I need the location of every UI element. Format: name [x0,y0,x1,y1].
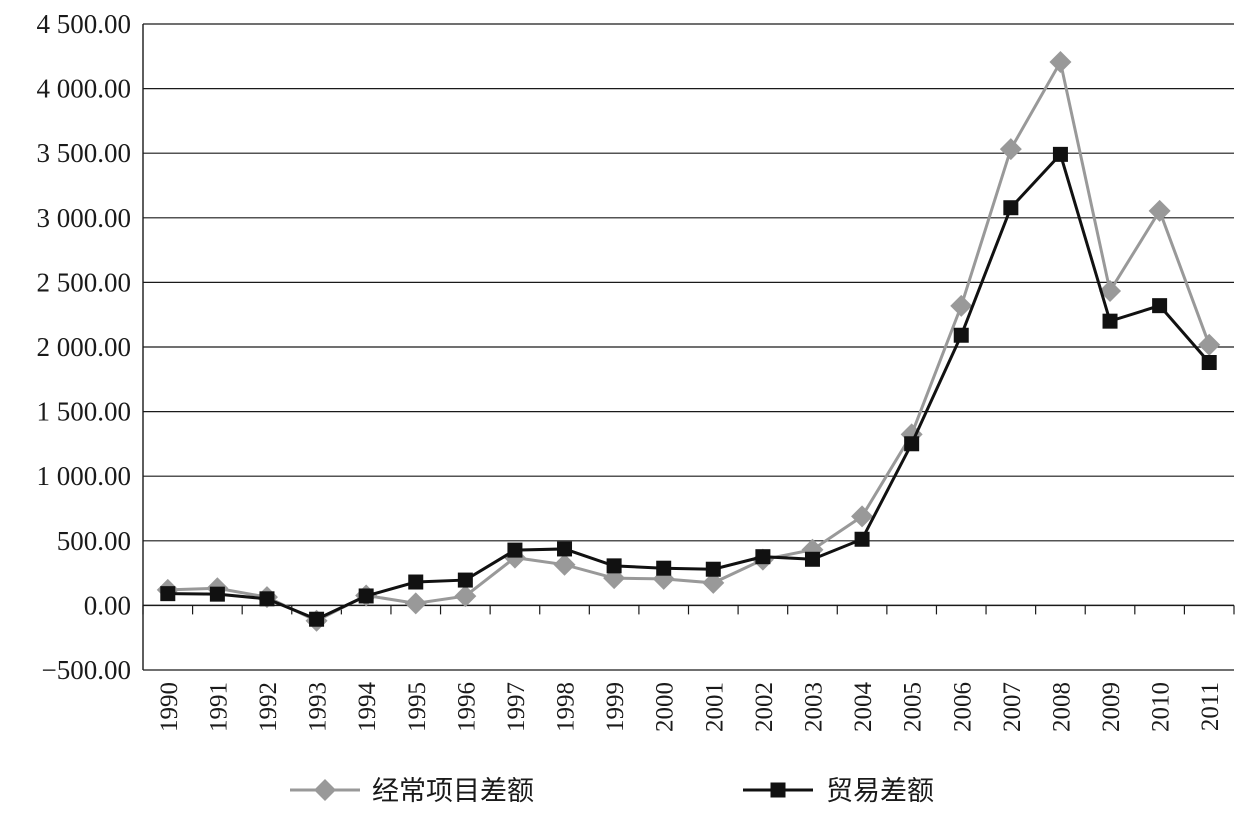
x-tick-label: 1998 [553,682,580,732]
x-tick-label: 2008 [1048,682,1075,732]
x-tick-label: 1993 [305,682,332,732]
data-point-diamond [454,585,477,608]
y-tick-label: 4 000.00 [37,74,132,104]
x-tick-label: 1999 [602,682,629,732]
data-point-square [358,588,374,604]
y-tick-label: 3 000.00 [37,203,132,233]
y-tick-label: 2 000.00 [37,332,132,362]
data-point-diamond [1099,280,1122,303]
y-axis-tick-labels: −500.00 0.00 500.00 1 000.00 1 500.00 2 000.0… [37,9,132,685]
data-point-square [755,549,771,565]
x-tick-label: 1992 [255,682,282,732]
x-tick-label: 2003 [800,682,827,732]
x-tick-label: 2007 [999,682,1026,732]
legend: 经常项目差额 贸易差额 [290,776,934,807]
legend-item: 贸易差额 [743,776,934,807]
data-point-square [1052,146,1068,162]
axes [142,24,1235,670]
y-tick-label: 500.00 [57,526,131,556]
y-tick-label: 2 500.00 [37,267,132,297]
x-tick-label: 2005 [900,682,927,732]
data-point-square [259,591,275,607]
data-point-square [309,611,325,627]
x-axis-tick-labels: 1990 1991 1992 1993 1994 1995 1996 1997 1998 1999… [156,682,1224,733]
data-point-square [507,542,523,558]
data-point-square [953,327,969,343]
y-tick-label: 1 000.00 [37,461,132,491]
legend-item: 经常项目差额 [290,776,534,807]
series-2 [160,146,1217,627]
x-tick-label: 1990 [156,682,183,732]
series-1 [156,50,1221,632]
series-lines [156,50,1221,632]
x-tick-label: 2000 [652,682,679,732]
x-tick-label: 1995 [404,682,431,732]
data-point-diamond [1049,50,1072,73]
data-point-diamond [999,138,1022,161]
data-point-square [160,586,176,602]
data-point-square [1003,200,1019,216]
data-point-square [904,436,920,452]
y-tick-label: 4 500.00 [37,9,132,39]
x-tick-label: 2001 [701,682,728,732]
data-point-square [854,531,870,547]
data-point-square [606,558,622,574]
x-tick-label: 1991 [205,682,232,732]
data-point-diamond [851,505,874,528]
x-tick-label: 2002 [751,682,778,732]
data-point-diamond [1148,199,1171,222]
y-tick-label: 0.00 [84,590,131,620]
series-line [167,57,1211,623]
data-point-square [557,541,573,557]
data-point-square [804,551,820,567]
legend-label: 贸易差额 [826,776,934,807]
data-point-square [1102,313,1118,329]
y-tick-label: 3 500.00 [37,138,132,168]
grid-lines [143,23,1234,671]
x-tick-label: 2010 [1148,682,1175,732]
data-point-square [770,782,786,798]
series-line [167,151,1211,621]
x-tick-label: 2011 [1197,682,1224,731]
data-point-diamond [1198,333,1221,356]
data-point-square [1201,355,1217,371]
data-point-diamond [553,553,576,576]
data-point-diamond [404,592,427,615]
data-point-diamond [702,571,725,594]
data-point-diamond [314,779,336,801]
data-point-square [209,586,225,602]
x-tick-label: 2006 [949,682,976,732]
legend-label: 经常项目差额 [372,776,534,807]
y-tick-label: 1 500.00 [37,397,132,427]
data-point-square [1152,298,1168,314]
data-point-square [408,574,424,590]
x-tick-label: 1997 [503,682,530,732]
x-tick-label: 2004 [850,682,877,733]
data-point-square [705,561,721,577]
x-tick-label: 2009 [1098,682,1125,732]
x-tick-label: 1994 [354,682,381,733]
data-point-square [656,560,672,576]
data-point-diamond [950,294,973,317]
y-tick-label: −500.00 [42,655,131,685]
data-point-square [457,572,473,588]
x-tick-label: 1996 [453,682,480,732]
